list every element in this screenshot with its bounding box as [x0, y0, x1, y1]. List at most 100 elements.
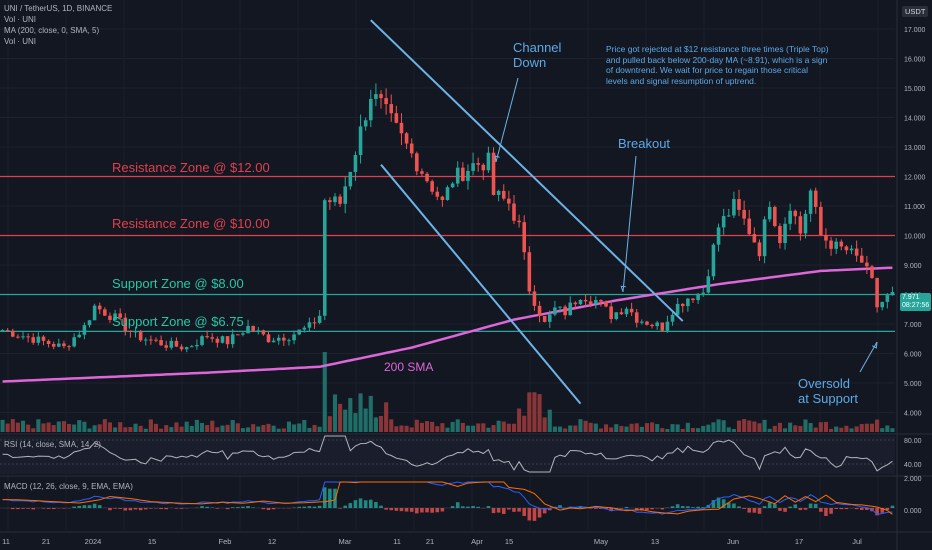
volume-bar	[864, 423, 869, 432]
volume-bar	[332, 394, 338, 432]
candle-body	[767, 206, 772, 220]
volume-bar	[578, 419, 583, 432]
volume-bar	[159, 428, 164, 432]
candle-body	[154, 339, 158, 341]
candle-body	[103, 309, 107, 316]
volume-bar	[890, 428, 895, 432]
candle-body	[420, 171, 424, 174]
macd-histogram-bar	[435, 508, 440, 513]
macd-histogram-bar	[793, 504, 798, 508]
candle-body	[450, 183, 455, 188]
macd-histogram-bar	[108, 508, 112, 511]
volume-bar	[813, 427, 818, 432]
volume-bar	[557, 426, 563, 432]
candle-body	[440, 196, 445, 201]
macd-histogram-bar	[813, 503, 818, 508]
volume-bar	[0, 419, 5, 432]
candle-body	[363, 120, 368, 127]
macd-histogram-bar	[77, 505, 82, 508]
macd-histogram-bar	[844, 508, 849, 510]
volume-bar	[716, 419, 721, 432]
volume-bar	[563, 428, 568, 432]
macd-histogram-bar	[788, 506, 792, 508]
macd-histogram-bar	[159, 508, 163, 510]
support-675-label: Support Zone @ $6.75	[112, 314, 244, 329]
volume-bar	[726, 427, 731, 432]
candle-body	[82, 325, 87, 335]
channel-line	[370, 19, 684, 322]
macd-histogram-bar	[875, 508, 879, 516]
candle-body	[624, 308, 629, 315]
macd-histogram-bar	[686, 506, 690, 508]
macd-histogram-bar	[51, 508, 56, 510]
time-tick-label: 21	[426, 537, 434, 546]
macd-histogram-bar	[143, 508, 148, 510]
price-tick-label: 14.000	[904, 116, 926, 123]
macd-histogram-bar	[399, 508, 404, 512]
volume-bar	[527, 392, 532, 432]
macd-histogram-bar	[461, 506, 465, 508]
volume-bar	[511, 423, 517, 432]
macd-histogram-bar	[394, 508, 399, 511]
macd-histogram-bar	[230, 507, 235, 508]
candle-body	[517, 220, 521, 223]
volume-bar	[286, 421, 292, 432]
macd-histogram-bar	[691, 507, 695, 508]
volume-bar	[5, 423, 10, 432]
rsi-tick-label: 80.00	[904, 438, 922, 445]
currency-badge[interactable]: USDT	[902, 6, 929, 17]
volume-bar	[164, 425, 169, 432]
candle-body	[594, 299, 598, 304]
macd-histogram-bar	[358, 498, 363, 508]
candle-body	[885, 295, 890, 302]
candle-body	[445, 187, 450, 201]
candle-body	[793, 210, 798, 217]
candle-body	[338, 196, 342, 204]
volume-bar	[742, 419, 747, 432]
breakout-label: Breakout	[618, 136, 671, 151]
volume-bar	[317, 426, 322, 432]
macd-histogram-bar	[650, 508, 654, 510]
volume-bar	[624, 426, 629, 432]
sma-200-label: 200 SMA	[384, 360, 434, 374]
macd-histogram-bar	[118, 508, 122, 509]
macd-signal-line	[2, 481, 893, 515]
volume-bar	[10, 419, 15, 432]
candle-body	[660, 322, 665, 331]
macd-histogram-bar	[742, 508, 746, 509]
candle-body	[87, 320, 92, 326]
candle-body	[358, 126, 363, 155]
macd-histogram-bar	[379, 505, 383, 508]
arrow-line	[622, 155, 637, 293]
time-tick-label: 11	[2, 537, 10, 546]
macd-histogram-bar	[547, 508, 552, 511]
volume-bar	[174, 422, 179, 432]
candle-body	[282, 337, 286, 341]
volume-bar	[823, 421, 829, 432]
candle-body	[174, 340, 179, 347]
candle-body	[824, 235, 828, 241]
candle-body	[701, 292, 706, 294]
volume-bar	[235, 423, 240, 432]
macd-histogram-bar	[701, 507, 706, 508]
volume-bar	[225, 424, 230, 432]
volume-bar	[384, 402, 389, 432]
candle-body	[57, 343, 61, 347]
macd-histogram-bar	[338, 508, 342, 509]
volume-bar	[215, 427, 220, 432]
candle-body	[108, 315, 112, 320]
arrow-head	[494, 155, 500, 163]
volume-bar	[36, 419, 41, 432]
candle-body	[481, 164, 486, 171]
volume-bar	[772, 425, 777, 432]
macd-histogram-bar	[41, 508, 46, 509]
macd-histogram-bar	[26, 508, 30, 509]
macd-histogram-bar	[246, 506, 250, 508]
candle-body	[404, 133, 409, 144]
macd-histogram-bar	[645, 508, 649, 511]
candle-body	[691, 298, 695, 301]
volume-bar	[839, 427, 844, 432]
macd-histogram-bar	[297, 506, 301, 508]
candle-body	[522, 222, 527, 253]
